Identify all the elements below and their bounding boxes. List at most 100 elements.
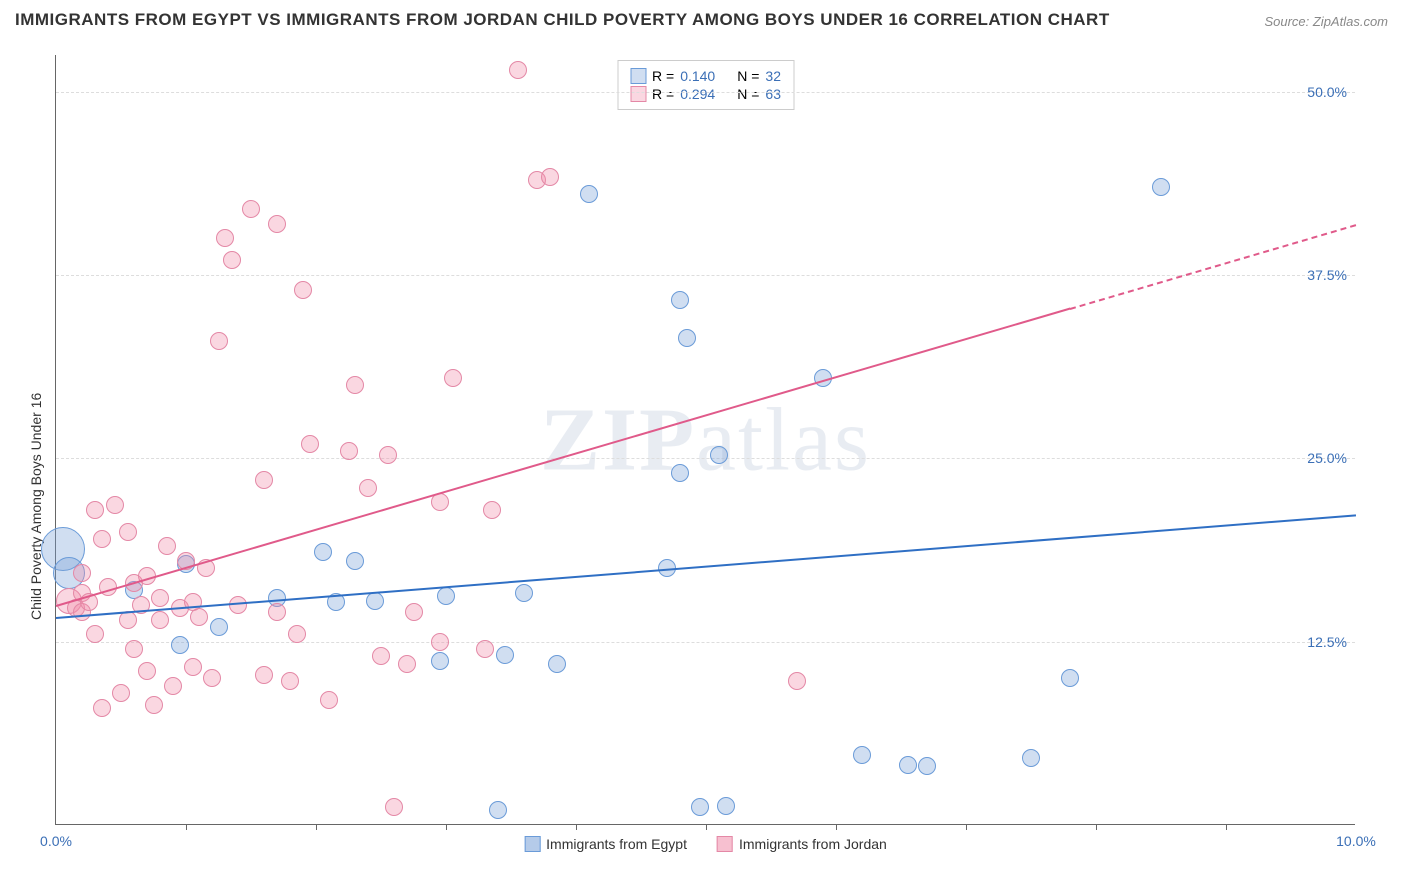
- point-jordan: [86, 625, 104, 643]
- x-tick-mark: [836, 824, 837, 830]
- point-egypt: [210, 618, 228, 636]
- x-tick-mark: [966, 824, 967, 830]
- point-jordan: [255, 666, 273, 684]
- point-jordan: [223, 251, 241, 269]
- legend-stats-row: R = 0.140 N = 32: [630, 68, 781, 84]
- point-egypt: [671, 291, 689, 309]
- y-tick-label: 37.5%: [1307, 267, 1347, 283]
- point-jordan: [788, 672, 806, 690]
- n-value-egypt: 32: [765, 68, 781, 84]
- legend-swatch-egypt: [630, 68, 646, 84]
- plot-area: ZIPatlas R = 0.140 N = 32 R = 0.294 N = …: [55, 55, 1355, 825]
- point-egypt: [678, 329, 696, 347]
- point-jordan: [93, 699, 111, 717]
- point-jordan: [119, 523, 137, 541]
- point-jordan: [483, 501, 501, 519]
- point-jordan: [268, 603, 286, 621]
- legend-label-egypt: Immigrants from Egypt: [546, 836, 687, 852]
- point-egypt: [580, 185, 598, 203]
- point-jordan: [372, 647, 390, 665]
- point-jordan: [476, 640, 494, 658]
- point-jordan: [301, 435, 319, 453]
- x-tick-mark: [706, 824, 707, 830]
- legend-swatch-jordan: [630, 86, 646, 102]
- point-egypt: [1022, 749, 1040, 767]
- point-egypt: [171, 636, 189, 654]
- point-jordan: [73, 564, 91, 582]
- point-egypt: [853, 746, 871, 764]
- point-jordan: [431, 633, 449, 651]
- source-label: Source: ZipAtlas.com: [1264, 14, 1388, 29]
- n-label: N =: [737, 68, 759, 84]
- point-jordan: [346, 376, 364, 394]
- legend-swatch-jordan: [717, 836, 733, 852]
- point-jordan: [216, 229, 234, 247]
- y-axis-label: Child Poverty Among Boys Under 16: [28, 393, 44, 620]
- point-egypt: [899, 756, 917, 774]
- x-tick-mark: [316, 824, 317, 830]
- gridline-h: [56, 642, 1355, 643]
- point-egypt: [671, 464, 689, 482]
- point-egypt: [918, 757, 936, 775]
- point-jordan: [255, 471, 273, 489]
- legend-stats-row: R = 0.294 N = 63: [630, 86, 781, 102]
- x-tick-mark: [1096, 824, 1097, 830]
- n-label: N =: [737, 86, 759, 102]
- r-value-jordan: 0.294: [680, 86, 715, 102]
- x-tick-label: 10.0%: [1336, 833, 1376, 849]
- point-jordan: [151, 611, 169, 629]
- point-egypt: [314, 543, 332, 561]
- point-jordan: [340, 442, 358, 460]
- watermark: ZIPatlas: [540, 388, 871, 491]
- point-jordan: [138, 662, 156, 680]
- y-tick-label: 50.0%: [1307, 84, 1347, 100]
- gridline-h: [56, 92, 1355, 93]
- legend-stats: R = 0.140 N = 32 R = 0.294 N = 63: [617, 60, 794, 110]
- point-egypt: [710, 446, 728, 464]
- x-tick-mark: [576, 824, 577, 830]
- r-value-egypt: 0.140: [680, 68, 715, 84]
- legend-series: Immigrants from Egypt Immigrants from Jo…: [524, 836, 887, 852]
- point-egypt: [496, 646, 514, 664]
- point-egypt: [346, 552, 364, 570]
- point-egypt: [431, 652, 449, 670]
- legend-item-egypt: Immigrants from Egypt: [524, 836, 687, 852]
- trend-line: [56, 308, 1071, 607]
- point-jordan: [288, 625, 306, 643]
- r-label: R =: [652, 86, 674, 102]
- point-egypt: [691, 798, 709, 816]
- point-egypt: [515, 584, 533, 602]
- point-jordan: [398, 655, 416, 673]
- point-jordan: [541, 168, 559, 186]
- point-jordan: [268, 215, 286, 233]
- point-jordan: [210, 332, 228, 350]
- point-jordan: [190, 608, 208, 626]
- point-jordan: [158, 537, 176, 555]
- n-value-jordan: 63: [765, 86, 781, 102]
- point-egypt: [1061, 669, 1079, 687]
- point-jordan: [444, 369, 462, 387]
- point-jordan: [294, 281, 312, 299]
- point-jordan: [379, 446, 397, 464]
- legend-item-jordan: Immigrants from Jordan: [717, 836, 887, 852]
- y-tick-label: 12.5%: [1307, 634, 1347, 650]
- point-jordan: [93, 530, 111, 548]
- point-egypt: [489, 801, 507, 819]
- gridline-h: [56, 275, 1355, 276]
- x-tick-label: 0.0%: [40, 833, 72, 849]
- point-jordan: [281, 672, 299, 690]
- point-jordan: [359, 479, 377, 497]
- chart-title: IMMIGRANTS FROM EGYPT VS IMMIGRANTS FROM…: [15, 10, 1110, 30]
- point-egypt: [1152, 178, 1170, 196]
- y-tick-label: 25.0%: [1307, 450, 1347, 466]
- point-jordan: [509, 61, 527, 79]
- r-label: R =: [652, 68, 674, 84]
- point-jordan: [112, 684, 130, 702]
- x-tick-mark: [186, 824, 187, 830]
- trend-line: [56, 514, 1356, 619]
- point-jordan: [320, 691, 338, 709]
- point-jordan: [203, 669, 221, 687]
- point-jordan: [164, 677, 182, 695]
- point-jordan: [184, 658, 202, 676]
- point-egypt: [437, 587, 455, 605]
